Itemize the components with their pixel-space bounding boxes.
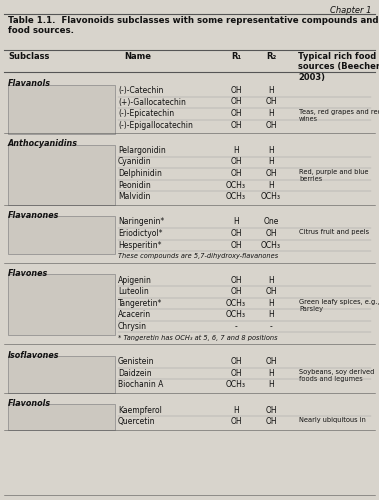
- FancyBboxPatch shape: [8, 84, 114, 134]
- Text: H: H: [268, 146, 274, 155]
- Text: Malvidin: Malvidin: [118, 192, 150, 201]
- Text: OH: OH: [265, 288, 277, 296]
- Text: Biochanin A: Biochanin A: [118, 380, 163, 389]
- Text: Isoflavones: Isoflavones: [8, 350, 60, 360]
- Text: H: H: [233, 146, 239, 155]
- Text: Subclass: Subclass: [8, 52, 49, 61]
- Text: Daidzein: Daidzein: [118, 368, 152, 378]
- Text: OCH₃: OCH₃: [261, 240, 281, 250]
- Text: (+)-Gallocatechin: (+)-Gallocatechin: [118, 98, 186, 106]
- Text: H: H: [268, 380, 274, 389]
- Text: H: H: [268, 299, 274, 308]
- Text: OCH₃: OCH₃: [226, 299, 246, 308]
- Text: OH: OH: [265, 357, 277, 366]
- Text: R₁: R₁: [231, 52, 241, 61]
- Text: OH: OH: [230, 288, 242, 296]
- Text: OH: OH: [230, 240, 242, 250]
- Text: OH: OH: [265, 120, 277, 130]
- Text: Soybeans, soy derived
foods and legumes: Soybeans, soy derived foods and legumes: [299, 368, 374, 382]
- Text: OH: OH: [230, 276, 242, 285]
- Text: Flavones: Flavones: [8, 270, 48, 278]
- Text: R₂: R₂: [266, 52, 276, 61]
- Text: Red, purple and blue
berries: Red, purple and blue berries: [299, 169, 368, 182]
- Text: * Tangeretin has OCH₃ at 5, 6, 7 and 8 positions: * Tangeretin has OCH₃ at 5, 6, 7 and 8 p…: [118, 334, 278, 340]
- Text: Cyanidin: Cyanidin: [118, 158, 152, 166]
- Text: One: One: [263, 218, 279, 226]
- Text: OH: OH: [230, 109, 242, 118]
- Text: Delphinidin: Delphinidin: [118, 169, 162, 178]
- Text: Genistein: Genistein: [118, 357, 155, 366]
- Text: Luteolin: Luteolin: [118, 288, 149, 296]
- Text: Green leafy spices, e.g.,
Parsley: Green leafy spices, e.g., Parsley: [299, 299, 379, 312]
- Text: These compounds are 5,7-dihydroxy-flavanones: These compounds are 5,7-dihydroxy-flavan…: [118, 254, 278, 260]
- Text: OH: OH: [230, 357, 242, 366]
- Text: Tangeretin*: Tangeretin*: [118, 299, 162, 308]
- FancyBboxPatch shape: [8, 356, 114, 393]
- Text: -: -: [269, 322, 273, 331]
- Text: H: H: [233, 406, 239, 414]
- Text: -: -: [235, 322, 237, 331]
- Text: OH: OH: [265, 406, 277, 414]
- Text: Apigenin: Apigenin: [118, 276, 152, 285]
- Text: H: H: [268, 86, 274, 95]
- Text: H: H: [268, 180, 274, 190]
- Text: H: H: [233, 218, 239, 226]
- Text: Nearly ubiquitous in: Nearly ubiquitous in: [299, 417, 366, 423]
- Text: Eriodictyol*: Eriodictyol*: [118, 229, 163, 238]
- Text: Name: Name: [124, 52, 152, 61]
- Text: Anthocyanidins: Anthocyanidins: [8, 140, 78, 148]
- FancyBboxPatch shape: [8, 274, 114, 335]
- Text: Typical rich food
sources (Beecher
2003): Typical rich food sources (Beecher 2003): [298, 52, 379, 82]
- Text: Kaempferol: Kaempferol: [118, 406, 162, 414]
- Text: Chapter 1: Chapter 1: [330, 6, 372, 15]
- Text: H: H: [268, 310, 274, 320]
- Text: OH: OH: [265, 417, 277, 426]
- FancyBboxPatch shape: [8, 404, 114, 430]
- Text: Flavonols: Flavonols: [8, 399, 51, 408]
- Text: (-)-Epicatechin: (-)-Epicatechin: [118, 109, 174, 118]
- Text: Quercetin: Quercetin: [118, 417, 155, 426]
- FancyBboxPatch shape: [8, 144, 114, 205]
- Text: (-)-Epigallocatechin: (-)-Epigallocatechin: [118, 120, 193, 130]
- Text: OCH₃: OCH₃: [226, 310, 246, 320]
- Text: Flavanones: Flavanones: [8, 211, 60, 220]
- Text: (-)-Catechin: (-)-Catechin: [118, 86, 163, 95]
- Text: Peonidin: Peonidin: [118, 180, 151, 190]
- Text: Chrysin: Chrysin: [118, 322, 147, 331]
- Text: OH: OH: [230, 169, 242, 178]
- Text: OH: OH: [230, 120, 242, 130]
- Text: OH: OH: [265, 229, 277, 238]
- Text: Naringenin*: Naringenin*: [118, 218, 164, 226]
- Text: H: H: [268, 158, 274, 166]
- Text: OH: OH: [230, 417, 242, 426]
- Text: OCH₃: OCH₃: [226, 180, 246, 190]
- Text: OCH₃: OCH₃: [261, 192, 281, 201]
- Text: OH: OH: [230, 158, 242, 166]
- Text: OH: OH: [230, 98, 242, 106]
- Text: OH: OH: [230, 86, 242, 95]
- Text: Citrus fruit and peels: Citrus fruit and peels: [299, 229, 369, 235]
- Text: Flavanols: Flavanols: [8, 80, 51, 88]
- Text: Table 1.1.  Flavonoids subclasses with some representative compounds and typical: Table 1.1. Flavonoids subclasses with so…: [8, 16, 379, 36]
- Text: Hesperitin*: Hesperitin*: [118, 240, 161, 250]
- Text: H: H: [268, 368, 274, 378]
- FancyBboxPatch shape: [8, 216, 114, 254]
- Text: OCH₃: OCH₃: [226, 192, 246, 201]
- Text: H: H: [268, 276, 274, 285]
- Text: Acacerin: Acacerin: [118, 310, 151, 320]
- Text: Teas, red grapes and red
wines: Teas, red grapes and red wines: [299, 109, 379, 122]
- Text: OH: OH: [230, 368, 242, 378]
- Text: H: H: [268, 109, 274, 118]
- Text: OH: OH: [265, 169, 277, 178]
- Text: OCH₃: OCH₃: [226, 380, 246, 389]
- Text: OH: OH: [265, 98, 277, 106]
- Text: OH: OH: [230, 229, 242, 238]
- Text: Pelargonidin: Pelargonidin: [118, 146, 166, 155]
